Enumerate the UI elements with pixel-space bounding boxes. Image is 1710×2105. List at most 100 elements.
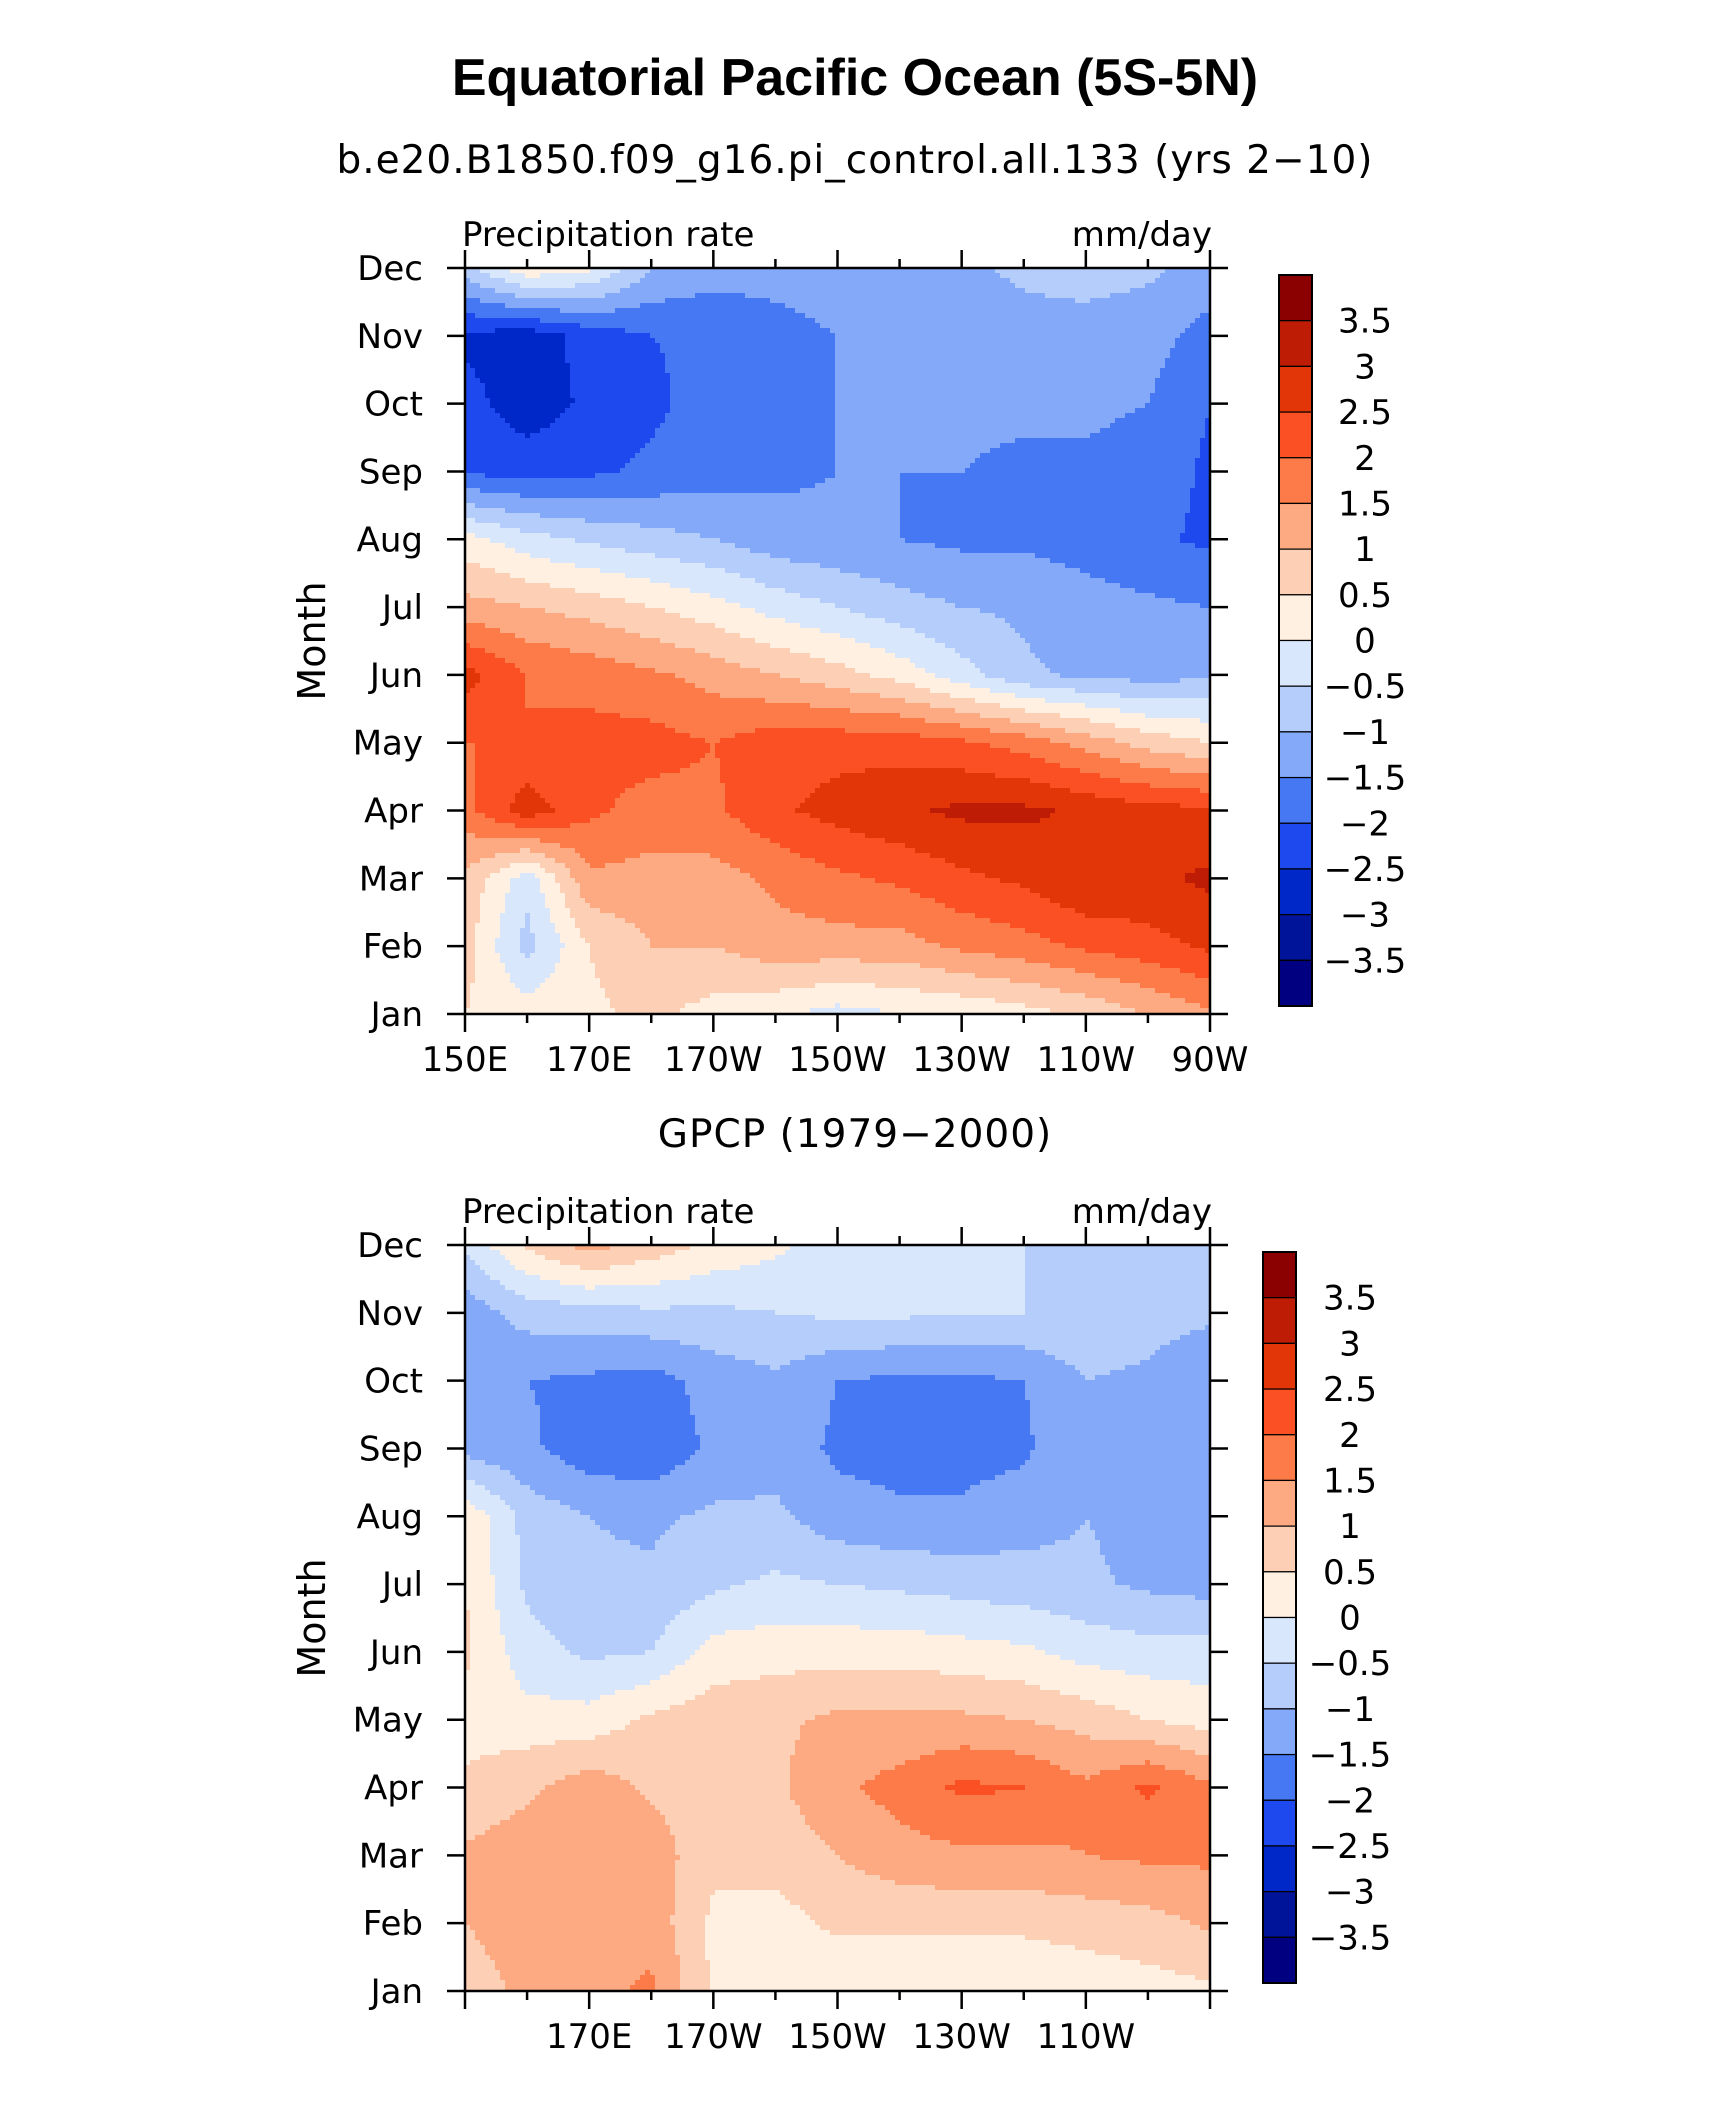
field-cell [475, 438, 481, 444]
field-cell [600, 893, 606, 899]
field-cell [505, 818, 511, 824]
field-cell [565, 368, 571, 374]
field-cell [490, 928, 496, 934]
field-cell [575, 558, 581, 564]
field-cell [620, 523, 626, 529]
field-cell [585, 433, 591, 439]
field-cell [485, 573, 491, 579]
field-cell [525, 973, 531, 979]
field-cell [625, 738, 631, 744]
field-cell [605, 923, 611, 929]
field-cell [535, 288, 541, 294]
field-cell [605, 828, 611, 834]
field-cell [570, 653, 576, 659]
field-cell [515, 468, 521, 474]
field-cell [500, 463, 506, 469]
field-cell [535, 738, 541, 744]
field-cell [535, 848, 541, 854]
field-cell [495, 648, 501, 654]
field-cell [605, 933, 611, 939]
field-cell [480, 748, 486, 754]
field-cell [490, 838, 496, 844]
field-cell [540, 763, 546, 769]
field-cell [490, 618, 496, 624]
field-cell [575, 513, 581, 519]
field-cell [470, 998, 476, 1004]
field-cell [590, 723, 596, 729]
field-cell [495, 378, 501, 384]
field-cell [620, 688, 626, 694]
field-cell [495, 823, 501, 829]
field-cell [475, 908, 481, 914]
field-cell [520, 633, 526, 639]
field-cell [480, 903, 486, 909]
field-cell [490, 463, 496, 469]
field-cell [495, 723, 501, 729]
field-cell [620, 763, 626, 769]
field-cell [535, 788, 541, 794]
field-cell [470, 918, 476, 924]
field-cell [550, 698, 556, 704]
field-cell [520, 793, 526, 799]
field-cell [585, 948, 591, 954]
field-cell [590, 1003, 596, 1009]
field-cell [570, 278, 576, 284]
field-cell [580, 623, 586, 629]
field-cell [615, 873, 621, 879]
field-cell [525, 938, 531, 944]
field-cell [485, 553, 491, 559]
field-cell [575, 468, 581, 474]
field-cell [520, 293, 526, 299]
field-cell [590, 688, 596, 694]
field-cell [620, 483, 626, 489]
field-cell [530, 668, 536, 674]
field-cell [620, 388, 626, 394]
field-cell [580, 793, 586, 799]
field-cell [540, 993, 546, 999]
field-cell [575, 438, 581, 444]
field-cell [550, 463, 556, 469]
field-cell [520, 738, 526, 744]
field-cell [485, 668, 491, 674]
field-cell [550, 443, 556, 449]
field-cell [610, 983, 616, 989]
field-cell [485, 793, 491, 799]
field-cell [475, 678, 481, 684]
field-cell [515, 808, 521, 814]
field-cell [560, 318, 566, 324]
field-cell [480, 688, 486, 694]
field-cell [515, 648, 521, 654]
field-cell [600, 693, 606, 699]
field-cell [525, 368, 531, 374]
field-cell [540, 433, 546, 439]
field-cell [590, 798, 596, 804]
field-cell [620, 968, 626, 974]
field-cell [600, 528, 606, 534]
field-cell [560, 358, 566, 364]
field-cell [565, 373, 571, 379]
field-cell [625, 718, 631, 724]
field-cell [475, 473, 481, 479]
field-cell [565, 483, 571, 489]
field-cell [540, 563, 546, 569]
field-cell [590, 428, 596, 434]
field-cell [610, 828, 616, 834]
field-cell [480, 518, 486, 524]
field-cell [505, 638, 511, 644]
field-cell [485, 433, 491, 439]
field-cell [475, 973, 481, 979]
field-cell [500, 663, 506, 669]
field-cell [480, 718, 486, 724]
field-cell [535, 838, 541, 844]
field-cell [520, 583, 526, 589]
field-cell [575, 683, 581, 689]
field-cell [515, 428, 521, 434]
field-cell [555, 558, 561, 564]
field-cell [480, 913, 486, 919]
field-cell [615, 903, 621, 909]
field-cell [620, 503, 626, 509]
field-cell [550, 478, 556, 484]
field-cell [545, 373, 551, 379]
field-cell [485, 608, 491, 614]
field-cell [475, 953, 481, 959]
